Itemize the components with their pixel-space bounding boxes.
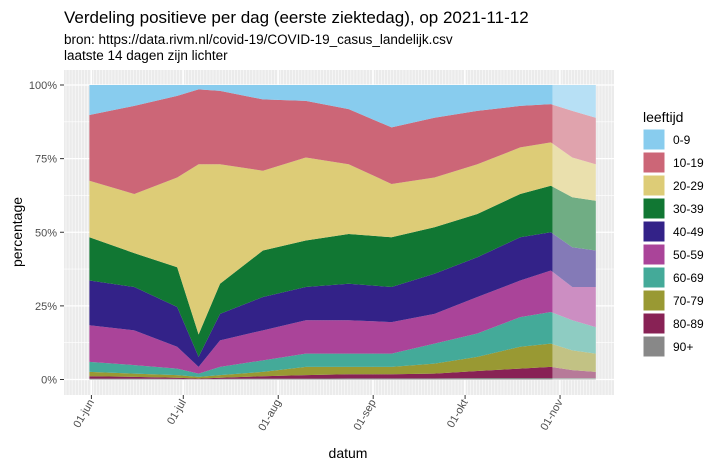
- area-70-79: [89, 343, 596, 379]
- y-axis: 0% 25% 50% 75% 100%: [29, 80, 64, 387]
- area-10-19: [89, 89, 596, 194]
- chart-subtitle-line-1: bron: https://data.rivm.nl/covid-19/COVI…: [64, 32, 453, 47]
- legend-label: 60-69: [673, 271, 704, 285]
- area-0-9: [89, 85, 596, 128]
- legend-label: 40-49: [673, 225, 704, 239]
- stacked-areas: [89, 85, 596, 380]
- legend-label: 20-29: [673, 179, 704, 193]
- legend-key: [642, 128, 666, 151]
- legend-key: [642, 266, 666, 289]
- legend-key: [642, 335, 666, 358]
- legend-label: 0-9: [673, 133, 691, 147]
- legend: 0-9 10-19 20-29 30-39 40-49 50-59 60-69 70-79 80…: [642, 128, 704, 358]
- area-60-69: [89, 312, 596, 377]
- legend-item: 60-69: [642, 266, 704, 289]
- legend-key: [642, 174, 666, 197]
- y-tick-label: 75%: [35, 154, 57, 166]
- legend-item: 10-19: [642, 151, 704, 174]
- legend-label: 10-19: [673, 156, 704, 170]
- legend-label: 50-59: [673, 248, 704, 262]
- legend-key: [642, 197, 666, 220]
- legend-label: 70-79: [673, 294, 704, 308]
- legend-label: 90+: [673, 340, 693, 354]
- y-axis-label: percentage: [9, 197, 25, 267]
- legend-key: [642, 312, 666, 335]
- x-tick-label: 01-okt: [445, 398, 471, 430]
- legend-item: 70-79: [642, 289, 704, 312]
- x-tick-label: 01-jun: [71, 398, 97, 430]
- legend-label: 30-39: [673, 202, 704, 216]
- x-axis: 01-jun 01-jul 01-aug 01-sep 01-okt 01-nov: [71, 395, 566, 433]
- x-tick-label: 01-nov: [538, 397, 565, 433]
- legend-item: 80-89: [642, 312, 704, 335]
- x-axis-label: datum: [329, 445, 368, 461]
- area-20-29: [89, 142, 596, 335]
- x-tick-label: 01-aug: [256, 398, 284, 434]
- legend-item: 50-59: [642, 243, 704, 266]
- legend-key: [642, 220, 666, 243]
- legend-title: leeftijd: [643, 109, 683, 125]
- y-tick-label: 100%: [29, 80, 57, 92]
- legend-item: 90+: [642, 335, 693, 358]
- chart-title: Verdeling positieve per dag (eerste ziek…: [64, 8, 529, 27]
- legend-item: 20-29: [642, 174, 704, 197]
- lighter-recent-overlay: [552, 85, 596, 380]
- area-50-59: [89, 270, 596, 374]
- y-tick-label: 50%: [35, 227, 57, 239]
- x-tick-label: 01-jul: [165, 398, 189, 427]
- area-30-39: [89, 185, 596, 357]
- area-80-89: [89, 366, 596, 380]
- x-tick-label: 01-sep: [352, 398, 379, 433]
- chart-subtitle-line-2: laatste 14 dagen zijn lichter: [64, 48, 228, 63]
- y-tick-label: 25%: [35, 301, 57, 313]
- legend-label: 80-89: [673, 317, 704, 331]
- legend-key: [642, 289, 666, 312]
- y-tick-label: 0%: [41, 375, 57, 387]
- legend-key: [642, 151, 666, 174]
- legend-key: [642, 243, 666, 266]
- area-90+: [89, 378, 596, 380]
- legend-item: 30-39: [642, 197, 704, 220]
- legend-item: 40-49: [642, 220, 704, 243]
- legend-item: 0-9: [642, 128, 691, 151]
- area-40-49: [89, 232, 596, 367]
